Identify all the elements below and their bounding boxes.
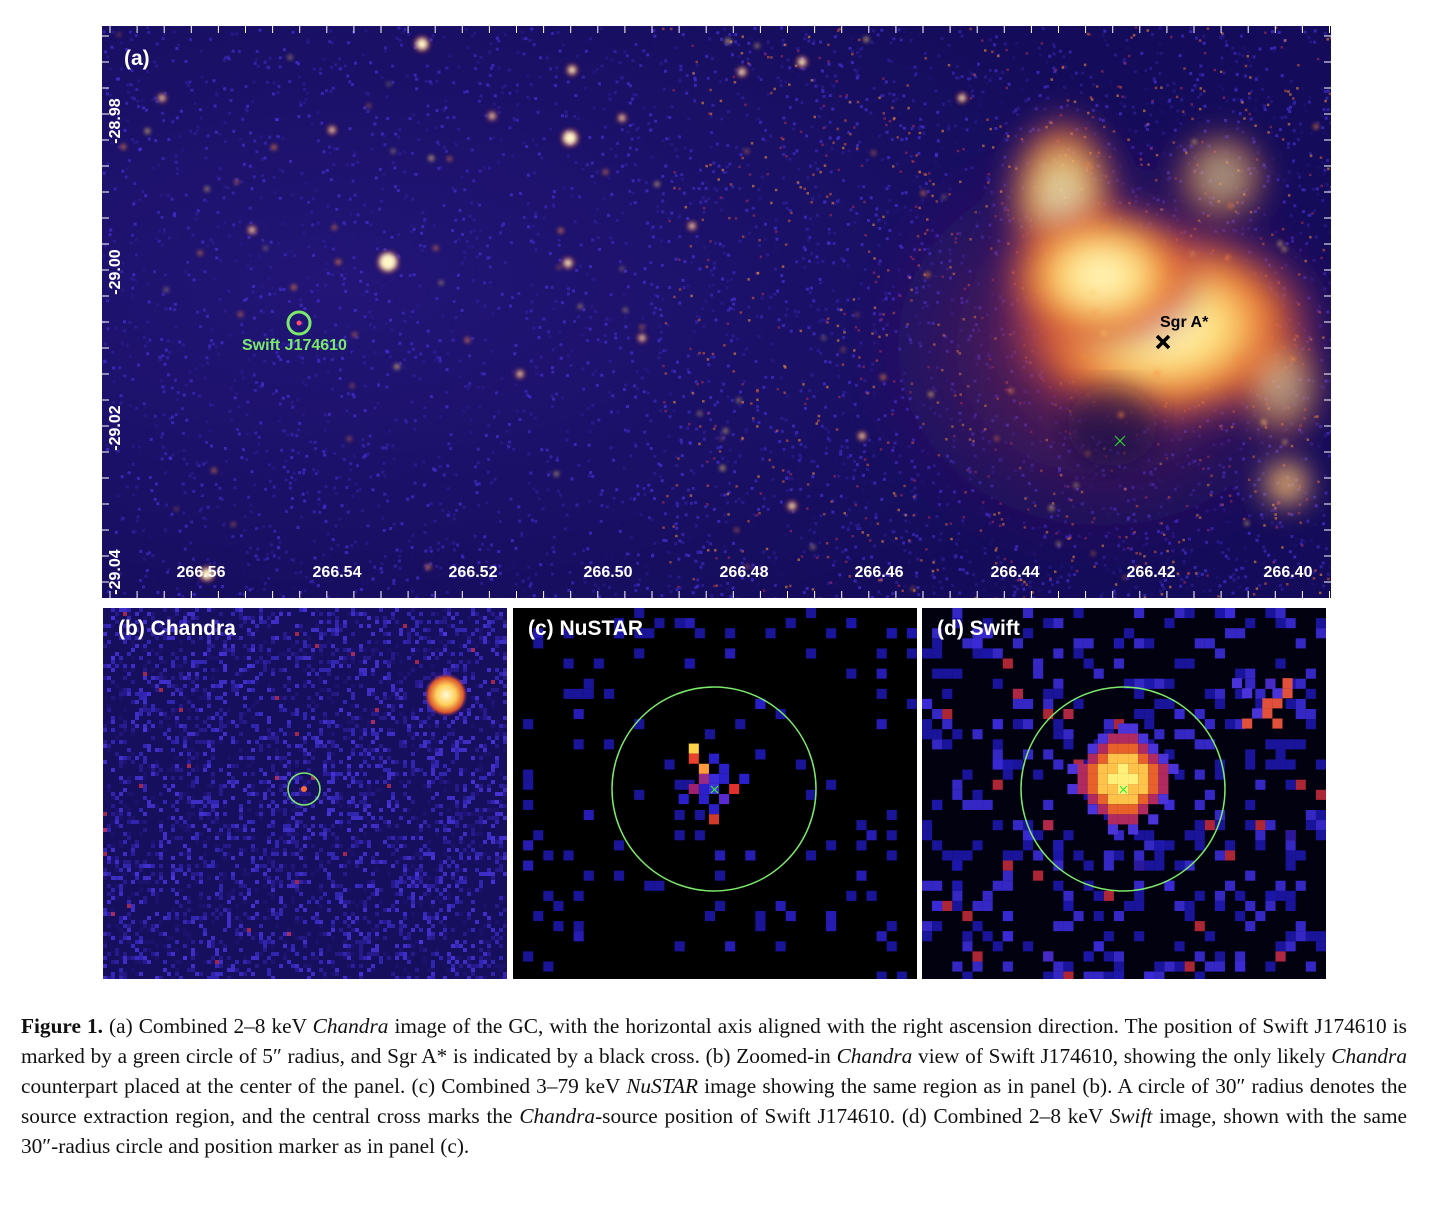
axis-ticks <box>102 26 1331 598</box>
caption-segment: Chandra <box>1331 1044 1407 1068</box>
extraction-circle <box>611 686 817 892</box>
caption-segment: Chandra <box>519 1104 596 1128</box>
nustar-image <box>523 608 917 979</box>
caption-segment: image, shown with the same 30″-radius ci… <box>21 1104 1407 1158</box>
x-tick-label: 266.52 <box>448 564 498 581</box>
source-circle <box>287 772 321 806</box>
x-tick-label: 266.44 <box>990 564 1040 581</box>
sgr-a-cross <box>1155 334 1171 350</box>
panel-d-swift: (d) Swift <box>922 608 1326 979</box>
caption-segment: Swift <box>1109 1104 1153 1128</box>
panel-a-label: (a) <box>124 47 150 70</box>
chandra-zoom-image <box>103 608 507 979</box>
swift-image <box>922 608 1326 979</box>
panel-b-label: (b) Chandra <box>118 617 236 640</box>
caption-segment: -source position of Swift J174610. (d) C… <box>595 1104 1110 1128</box>
swift-source-point <box>296 320 302 326</box>
bright-star <box>424 673 468 717</box>
y-tick-label: -28.98 <box>107 98 124 144</box>
figure-caption: Figure 1. (a) Combined 2–8 keV Chandra i… <box>21 1011 1407 1161</box>
x-tick-label: 266.46 <box>854 564 904 581</box>
panel-a-chandra-gc-image: (a) 266.56 266.54 266.52 266.50 266.48 2… <box>102 26 1331 598</box>
x-tick-label: 266.50 <box>583 564 633 581</box>
caption-segment: NuSTAR <box>626 1074 698 1098</box>
caption-segment: view of Swift J174610, showing the only … <box>912 1044 1332 1068</box>
x-tick-label: 266.40 <box>1263 564 1313 581</box>
x-tick-label: 266.54 <box>312 564 362 581</box>
extraction-circle <box>1020 686 1226 892</box>
x-tick-label: 266.42 <box>1126 564 1176 581</box>
swift-j174610-label: Swift J174610 <box>242 337 347 354</box>
x-tick-label: 266.56 <box>176 564 226 581</box>
position-cross <box>1119 785 1128 794</box>
caption-segment: (a) Combined 2–8 keV <box>102 1014 313 1038</box>
panel-c-label: (c) NuSTAR <box>528 617 644 640</box>
x-tick-label: 266.48 <box>719 564 769 581</box>
caption-segment: image showing the same region as in pane… <box>21 1074 1407 1128</box>
y-tick-label: -29.02 <box>107 405 124 451</box>
caption-segment: Chandra <box>312 1014 389 1038</box>
small-green-cross <box>1114 435 1126 447</box>
panel-d-label: (d) Swift <box>937 617 1020 640</box>
caption-segment: image of the GC, with the horizontal axi… <box>21 1014 1407 1068</box>
panel-b-chandra-zoom: (b) Chandra <box>103 608 507 979</box>
y-tick-label: -29.00 <box>107 249 124 295</box>
sgr-a-star-label: Sgr A* <box>1160 314 1209 331</box>
gc-xray-image <box>102 26 1331 598</box>
y-tick-label: -29.04 <box>107 549 124 595</box>
panel-c-nustar: (c) NuSTAR <box>513 608 917 979</box>
counterpart-point <box>301 786 307 792</box>
swift-source-circle <box>286 310 312 336</box>
caption-text: (a) Combined 2–8 keV Chandra image of th… <box>21 1014 1407 1158</box>
position-cross <box>710 785 719 794</box>
caption-lead: Figure 1. <box>21 1014 103 1038</box>
caption-segment: Chandra <box>836 1044 913 1068</box>
caption-segment: counterpart placed at the center of the … <box>21 1074 627 1098</box>
